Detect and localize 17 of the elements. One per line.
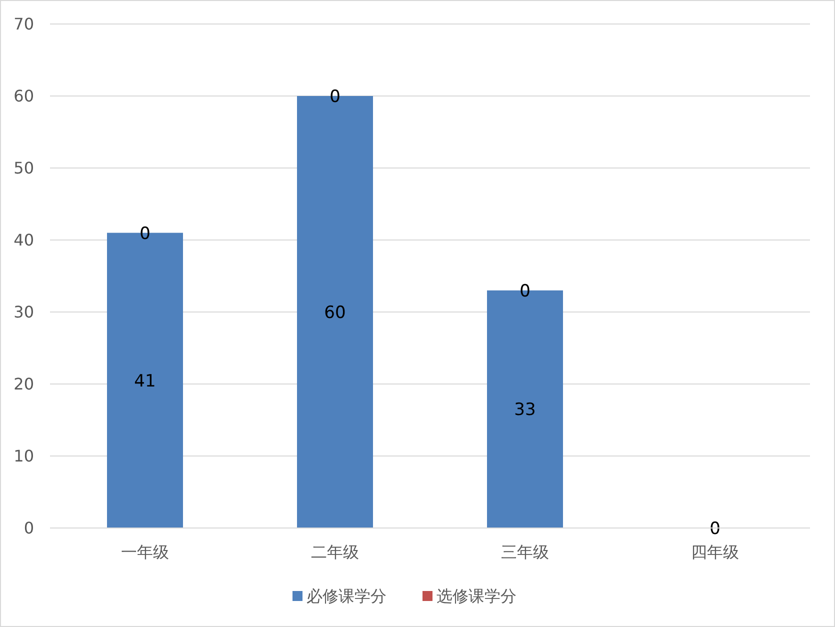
y-tick-label: 40 (14, 230, 34, 250)
x-tick-label: 三年级 (501, 542, 549, 562)
legend-label: 选修课学分 (436, 586, 516, 606)
data-label: 33 (514, 400, 536, 420)
data-label: 41 (134, 371, 156, 392)
x-tick-label: 二年级 (311, 542, 359, 562)
y-tick-label: 0 (24, 518, 34, 538)
x-tick-label: 一年级 (121, 542, 169, 562)
y-tick-label: 10 (14, 446, 34, 466)
legend-label: 必修课学分 (306, 586, 386, 606)
y-tick-label: 50 (14, 158, 34, 178)
y-tick-label: 70 (14, 14, 34, 34)
y-tick-label: 30 (14, 302, 34, 322)
y-tick-label: 60 (14, 86, 34, 106)
y-tick-label: 20 (14, 374, 34, 394)
x-tick-label: 四年级 (691, 542, 739, 562)
data-label: 60 (324, 302, 346, 323)
